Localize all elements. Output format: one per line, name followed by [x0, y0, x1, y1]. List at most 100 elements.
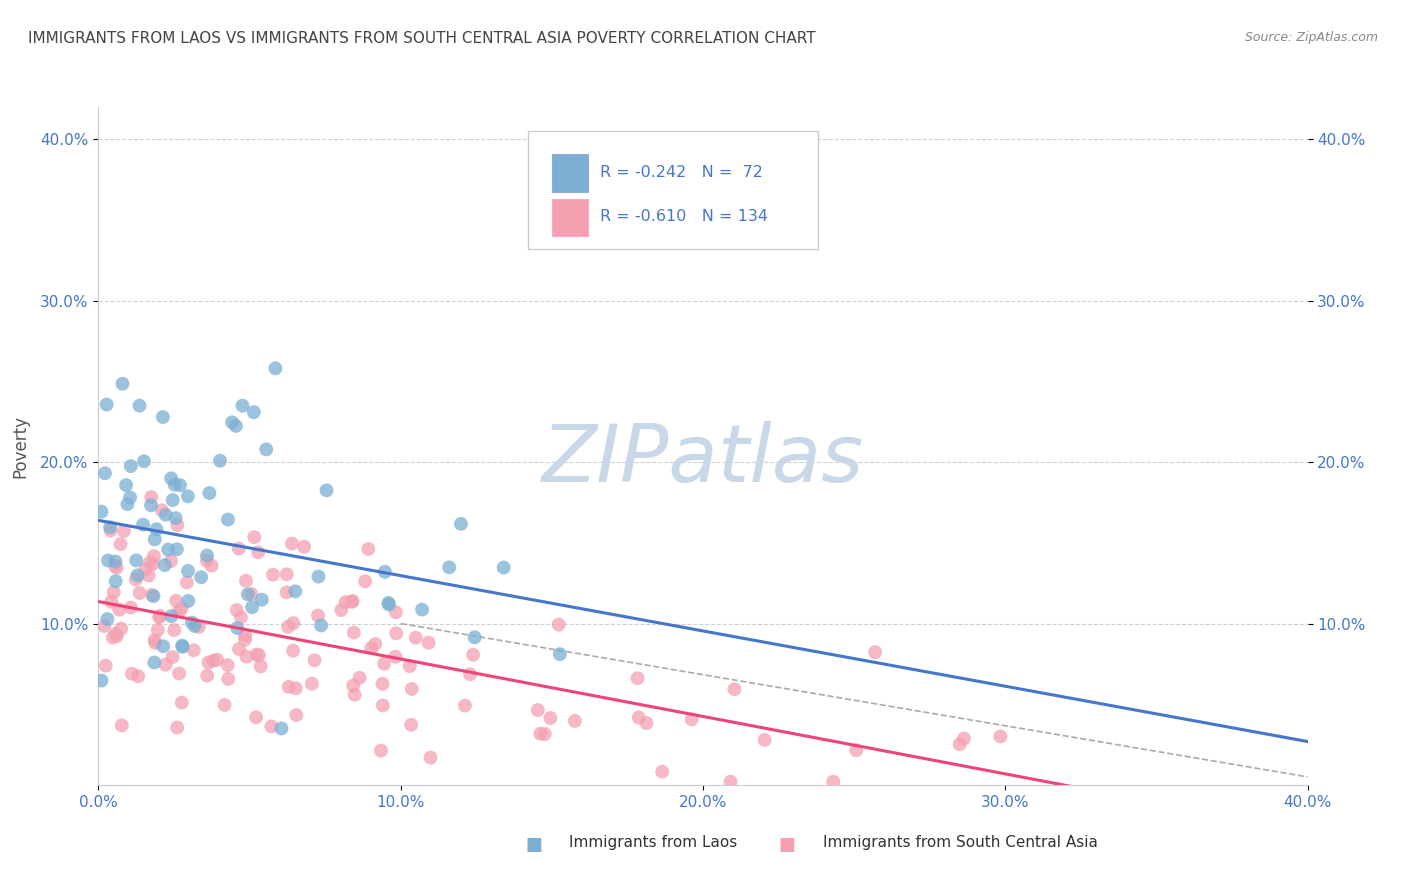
Point: [377, 596, 399, 610]
Point: [152, 410, 174, 425]
Point: [284, 681, 307, 696]
Point: [262, 567, 284, 582]
Point: [823, 774, 845, 789]
Point: [364, 637, 387, 651]
Point: [157, 542, 180, 557]
Point: [419, 750, 441, 764]
Point: [254, 442, 277, 457]
Point: [330, 603, 353, 617]
Point: [135, 562, 157, 576]
Point: [370, 743, 392, 757]
Point: [235, 649, 257, 664]
Point: [183, 643, 205, 657]
Point: [163, 623, 186, 637]
Point: [349, 671, 371, 685]
Point: [627, 710, 650, 724]
Point: [139, 556, 162, 570]
Point: [100, 595, 122, 609]
Point: [94, 467, 117, 481]
FancyBboxPatch shape: [551, 199, 588, 235]
Point: [143, 549, 166, 563]
Point: [120, 459, 142, 474]
Point: [93, 619, 115, 633]
Point: [235, 574, 257, 588]
Point: [564, 714, 586, 728]
Point: [240, 600, 263, 615]
Point: [217, 658, 239, 673]
Point: [145, 522, 167, 536]
Point: [229, 610, 252, 624]
Point: [281, 643, 304, 657]
Point: [202, 654, 225, 668]
Point: [94, 658, 117, 673]
Text: IMMIGRANTS FROM LAOS VS IMMIGRANTS FROM SOUTH CENTRAL ASIA POVERTY CORRELATION C: IMMIGRANTS FROM LAOS VS IMMIGRANTS FROM …: [28, 31, 815, 46]
FancyBboxPatch shape: [527, 131, 818, 250]
Point: [169, 478, 191, 492]
Point: [132, 454, 155, 468]
Point: [250, 592, 273, 607]
Point: [411, 602, 433, 616]
Point: [190, 570, 212, 584]
Point: [988, 730, 1011, 744]
Point: [111, 718, 134, 732]
Point: [200, 558, 222, 573]
Point: [458, 667, 481, 681]
Point: [378, 598, 401, 612]
Point: [177, 594, 200, 608]
Point: [277, 620, 299, 634]
Point: [143, 633, 166, 648]
Point: [307, 569, 329, 583]
Point: [90, 505, 112, 519]
Point: [343, 625, 366, 640]
Point: [953, 731, 976, 746]
Point: [181, 615, 204, 630]
Text: ▪: ▪: [778, 829, 797, 857]
Point: [374, 565, 396, 579]
Point: [548, 647, 571, 661]
Point: [128, 586, 150, 600]
Point: [540, 711, 562, 725]
Point: [309, 618, 332, 632]
Point: [342, 594, 364, 608]
Point: [104, 554, 127, 568]
Point: [120, 600, 142, 615]
Point: [260, 719, 283, 733]
Point: [454, 698, 477, 713]
Point: [243, 405, 266, 419]
Point: [450, 516, 472, 531]
Point: [187, 620, 209, 634]
Point: [167, 666, 190, 681]
Text: Immigrants from South Central Asia: Immigrants from South Central Asia: [823, 836, 1098, 850]
Point: [146, 623, 169, 637]
Point: [533, 727, 555, 741]
Point: [142, 557, 165, 571]
Point: [139, 498, 162, 512]
Point: [160, 471, 183, 485]
Point: [225, 603, 247, 617]
Point: [385, 605, 408, 619]
Point: [292, 540, 315, 554]
Point: [233, 629, 256, 643]
Point: [170, 601, 193, 615]
Point: [373, 657, 395, 671]
Point: [143, 636, 166, 650]
Point: [165, 511, 187, 525]
Point: [285, 708, 308, 723]
Point: [127, 669, 149, 683]
Point: [464, 630, 486, 644]
Point: [221, 415, 243, 429]
Point: [172, 640, 194, 654]
Point: [112, 524, 135, 538]
Point: [183, 619, 205, 633]
Text: ZIPatlas: ZIPatlas: [541, 420, 865, 499]
Point: [149, 608, 172, 623]
Point: [121, 666, 143, 681]
Point: [166, 721, 188, 735]
Point: [209, 453, 232, 467]
Point: [197, 656, 219, 670]
Point: [307, 608, 329, 623]
Point: [335, 595, 357, 609]
Point: [195, 554, 218, 568]
Point: [105, 629, 128, 643]
Point: [166, 542, 188, 557]
